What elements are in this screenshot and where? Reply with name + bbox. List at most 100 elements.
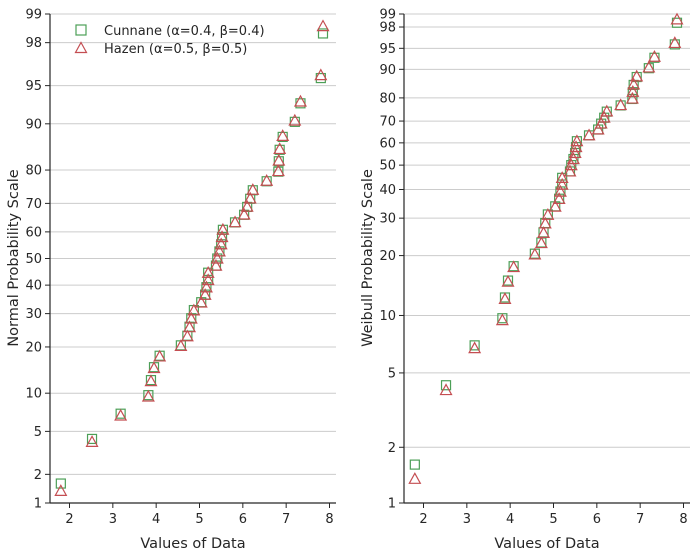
normal-hazen-point <box>209 258 223 271</box>
normal-y-tick-label: 20 <box>25 340 42 355</box>
weibull-x-axis-label: Values of Data <box>494 536 599 552</box>
normal-y-tick-label: 70 <box>25 197 42 212</box>
normal-x-tick-label: 6 <box>239 512 247 527</box>
weibull-cunnane-point <box>502 275 514 286</box>
normal-hazen-point <box>85 435 99 447</box>
weibull-hazen-point <box>555 177 569 190</box>
normal-hazen-point <box>187 303 201 316</box>
normal-cunnane-point <box>55 478 66 489</box>
normal-hazen-point <box>184 311 198 324</box>
weibull-hazen-point <box>534 236 548 249</box>
weibull-y-tick-label: 10 <box>379 309 396 324</box>
normal-hazen-point <box>228 215 242 228</box>
weibull-axes <box>403 14 690 504</box>
weibull-hazen-point <box>537 226 551 238</box>
weibull-x-tick-label: 7 <box>636 512 644 527</box>
weibull-cunnane-point <box>649 52 660 63</box>
normal-hazen-point <box>243 191 257 204</box>
weibull-y-tick-label: 40 <box>379 183 396 198</box>
weibull-y-tick-label: 90 <box>379 63 396 78</box>
normal-x-tick-label: 4 <box>152 512 160 527</box>
weibull-hazen-point <box>642 60 656 73</box>
weibull-hazen-point <box>597 110 611 123</box>
normal-hazen-point <box>114 408 128 421</box>
weibull-y-tick-label: 5 <box>388 366 396 381</box>
normal-hazen-point <box>194 295 208 308</box>
weibull-data-points <box>408 12 684 484</box>
normal-y-tick-label: 60 <box>25 225 42 240</box>
weibull-cunnane-point <box>643 63 654 74</box>
normal-y-tick-label: 90 <box>25 117 42 132</box>
weibull-x-tick-label: 5 <box>549 512 557 527</box>
legend: Cunnane (α=0.4, β=0.4) Hazen (α=0.5, β=0… <box>74 24 265 57</box>
normal-x-tick-label: 8 <box>325 512 333 527</box>
weibull-y-tick-label: 95 <box>379 42 396 57</box>
weibull-cunnane-point <box>469 340 480 351</box>
normal-y-tick-label: 1 <box>34 497 42 512</box>
normal-y-tick-label: 50 <box>25 252 42 267</box>
legend-label-hazen: Hazen (α=0.5, β=0.5) <box>104 42 247 57</box>
weibull-x-tick-label: 6 <box>593 512 601 527</box>
normal-gridlines <box>50 13 336 504</box>
weibull-y-tick-label: 60 <box>379 136 396 151</box>
weibull-hazen-point <box>538 216 552 229</box>
normal-hazen-point <box>212 244 226 257</box>
weibull-hazen-point <box>553 184 567 197</box>
legend-triangle-icon <box>74 41 88 54</box>
normal-hazen-point <box>246 183 260 195</box>
weibull-hazen-point <box>495 313 509 326</box>
normal-hazen-point <box>273 142 287 155</box>
weibull-y-tick-label: 99 <box>379 8 396 23</box>
normal-x-ticks: 2 3 4 5 6 7 8 <box>65 503 334 527</box>
weibull-x-tick-label: 2 <box>419 512 427 527</box>
weibull-hazen-point <box>555 171 569 184</box>
weibull-x-ticks: 2 3 4 5 6 7 8 <box>419 503 688 527</box>
weibull-hazen-point <box>614 98 628 111</box>
normal-y-tick-label: 99 <box>25 8 42 23</box>
normal-hazen-point <box>210 251 224 264</box>
normal-hazen-point <box>144 374 158 387</box>
weibull-hazen-point <box>468 341 482 354</box>
normal-cunnane-point <box>274 144 285 155</box>
weibull-y-tick-label: 98 <box>379 21 396 36</box>
normal-hazen-point <box>293 94 307 107</box>
normal-x-tick-label: 7 <box>282 512 290 527</box>
weibull-gridlines <box>404 13 690 504</box>
weibull-x-tick-label: 3 <box>463 512 471 527</box>
weibull-hazen-point <box>507 260 521 273</box>
weibull-hazen-point <box>563 164 577 177</box>
normal-y-tick-label: 40 <box>25 279 42 294</box>
normal-hazen-point <box>215 230 229 243</box>
normal-hazen-point <box>174 339 188 352</box>
normal-hazen-point <box>260 174 274 186</box>
normal-hazen-point <box>314 68 328 81</box>
normal-y-tick-label: 98 <box>25 36 42 51</box>
normal-y-ticks: 1 2 5 10 20 30 40 50 60 70 80 90 95 98 99 <box>25 8 50 512</box>
weibull-hazen-point <box>600 104 614 117</box>
weibull-hazen-point <box>439 383 453 396</box>
normal-x-tick-label: 2 <box>65 512 73 527</box>
normal-x-tick-label: 5 <box>195 512 203 527</box>
weibull-y-tick-label: 30 <box>379 212 396 227</box>
normal-x-tick-label: 3 <box>109 512 117 527</box>
weibull-y-axis-label: Weibull Probability Scale <box>360 169 376 347</box>
weibull-y-tick-label: 1 <box>388 497 396 512</box>
normal-hazen-point <box>180 329 194 342</box>
weibull-hazen-point <box>594 116 608 129</box>
weibull-y-tick-label: 80 <box>379 91 396 106</box>
weibull-hazen-point <box>552 192 566 205</box>
weibull-hazen-point <box>548 199 562 212</box>
weibull-hazen-point <box>501 274 515 287</box>
normal-probability-panel: 1 2 5 10 20 30 40 50 60 70 80 90 95 98 99 2 3 4 5 6 7 8 Valu… <box>6 8 336 552</box>
weibull-x-tick-label: 8 <box>679 512 687 527</box>
weibull-hazen-point <box>670 12 684 25</box>
normal-y-tick-label: 2 <box>34 468 42 483</box>
normal-hazen-point <box>199 280 213 293</box>
normal-cunnane-point <box>145 374 157 386</box>
normal-cunnane-point <box>277 131 288 143</box>
normal-y-tick-label: 80 <box>25 164 42 179</box>
normal-cunnane-point <box>86 433 98 445</box>
weibull-cunnane-point <box>631 71 642 83</box>
weibull-hazen-point <box>568 146 582 159</box>
